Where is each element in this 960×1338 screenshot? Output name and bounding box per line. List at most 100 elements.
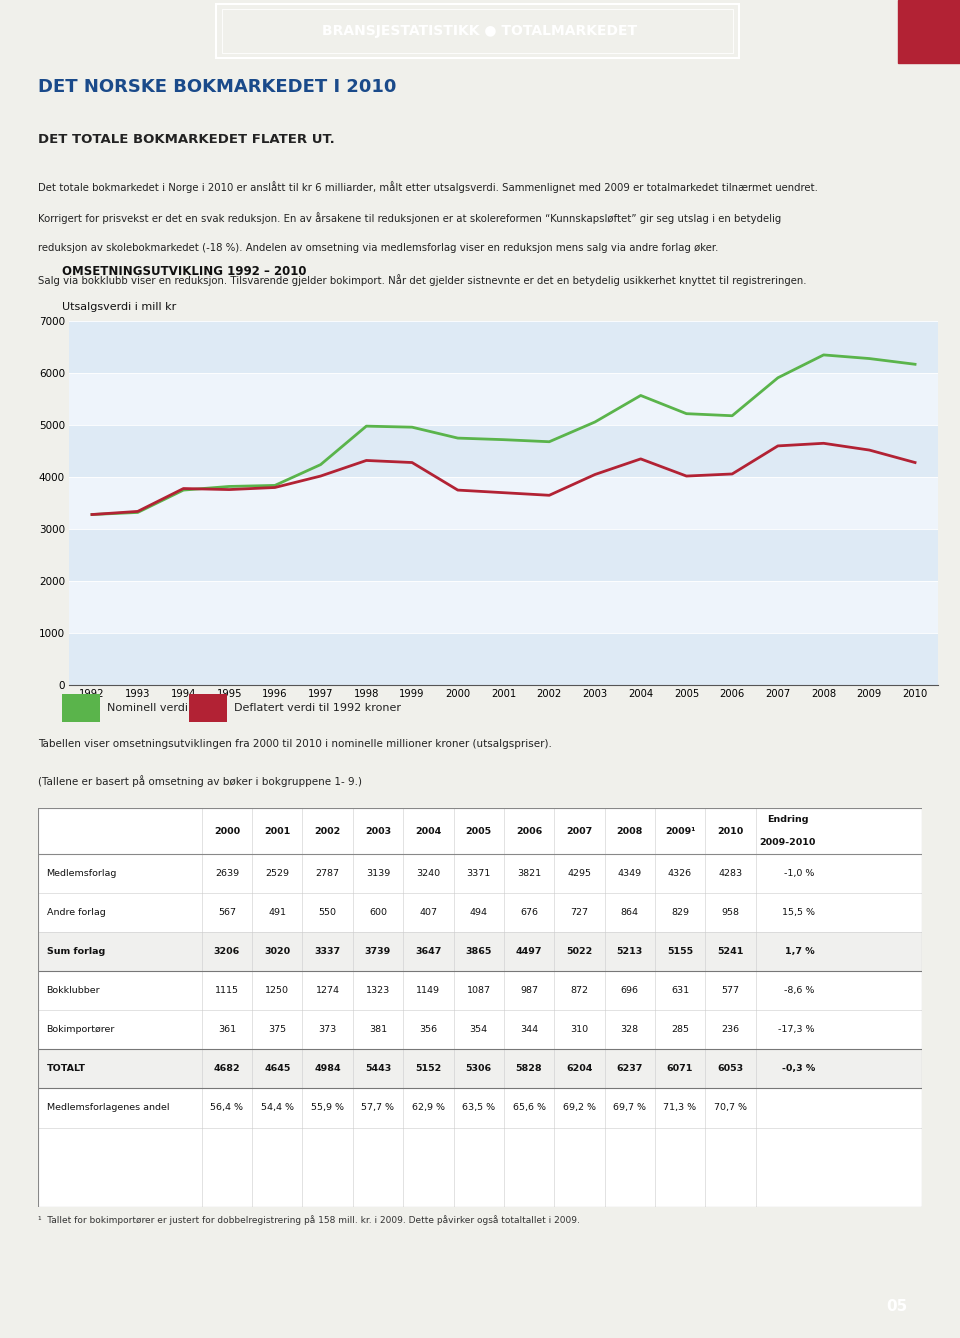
Text: 4283: 4283 [718, 870, 742, 878]
Bar [69, 321, 938, 373]
Text: 494: 494 [469, 909, 488, 917]
Text: 5306: 5306 [466, 1065, 492, 1073]
Text: 1250: 1250 [265, 986, 289, 995]
Text: 5152: 5152 [416, 1065, 442, 1073]
Text: 2009¹: 2009¹ [664, 827, 695, 835]
Text: 2787: 2787 [316, 870, 340, 878]
Text: ¹  Tallet for bokimportører er justert for dobbelregistrering på 158 mill. kr. i: ¹ Tallet for bokimportører er justert fo… [38, 1215, 580, 1226]
Text: 2001: 2001 [264, 827, 291, 835]
Text: 1087: 1087 [467, 986, 491, 995]
Text: 3739: 3739 [365, 947, 391, 957]
Bar [69, 425, 938, 478]
Text: Tabellen viser omsetningsutviklingen fra 2000 til 2010 i nominelle millioner kro: Tabellen viser omsetningsutviklingen fra… [38, 739, 552, 748]
Text: 285: 285 [671, 1025, 689, 1034]
Text: Salg via bokklubb viser en reduksjon. Tilsvarende gjelder bokimport. Når det gje: Salg via bokklubb viser en reduksjon. Ti… [38, 274, 807, 286]
Text: 3139: 3139 [366, 870, 390, 878]
Text: 3371: 3371 [467, 870, 491, 878]
Text: 4326: 4326 [668, 870, 692, 878]
Text: 69,7 %: 69,7 % [613, 1104, 646, 1112]
Text: 2639: 2639 [215, 870, 239, 878]
Bar [69, 581, 938, 633]
Text: 1,7 %: 1,7 % [785, 947, 815, 957]
Text: 6237: 6237 [616, 1065, 643, 1073]
Text: 354: 354 [469, 1025, 488, 1034]
Text: 3647: 3647 [415, 947, 442, 957]
Text: 15,5 %: 15,5 % [781, 909, 815, 917]
Text: 696: 696 [621, 986, 638, 995]
Text: 2004: 2004 [416, 827, 442, 835]
Text: 407: 407 [420, 909, 438, 917]
Text: 55,9 %: 55,9 % [311, 1104, 344, 1112]
Text: 3240: 3240 [417, 870, 441, 878]
Text: -8,6 %: -8,6 % [784, 986, 815, 995]
Text: 5443: 5443 [365, 1065, 391, 1073]
Text: 05: 05 [887, 1299, 908, 1314]
Text: Nominell verdi: Nominell verdi [108, 702, 188, 713]
Text: 6204: 6204 [566, 1065, 592, 1073]
Text: 4497: 4497 [516, 947, 542, 957]
Text: 2006: 2006 [516, 827, 542, 835]
Text: 236: 236 [721, 1025, 739, 1034]
Text: 6053: 6053 [717, 1065, 743, 1073]
Text: 5022: 5022 [566, 947, 592, 957]
Text: Bokklubber: Bokklubber [47, 986, 100, 995]
Text: 62,9 %: 62,9 % [412, 1104, 444, 1112]
Text: 3337: 3337 [315, 947, 341, 957]
Text: DET NORSKE BOKMARKEDET I 2010: DET NORSKE BOKMARKEDET I 2010 [38, 79, 396, 96]
Text: BRANSJESTATISTIKK ● TOTALMARKEDET: BRANSJESTATISTIKK ● TOTALMARKEDET [323, 24, 637, 39]
Text: Bokimportører: Bokimportører [47, 1025, 115, 1034]
Text: 2529: 2529 [265, 870, 289, 878]
Text: 71,3 %: 71,3 % [663, 1104, 697, 1112]
Text: 328: 328 [620, 1025, 638, 1034]
Text: 310: 310 [570, 1025, 588, 1034]
Text: Utsalgsverdi i mill kr: Utsalgsverdi i mill kr [62, 302, 177, 312]
Text: 577: 577 [721, 986, 739, 995]
Text: 2002: 2002 [315, 827, 341, 835]
Text: 631: 631 [671, 986, 689, 995]
Text: reduksjon av skolebokmarkedet (-18 %). Andelen av omsetning via medlemsforlag vi: reduksjon av skolebokmarkedet (-18 %). A… [38, 244, 719, 253]
Text: 2007: 2007 [566, 827, 592, 835]
Text: 2000: 2000 [214, 827, 240, 835]
Text: 1274: 1274 [316, 986, 340, 995]
Text: DET TOTALE BOKMARKEDET FLATER UT.: DET TOTALE BOKMARKEDET FLATER UT. [38, 132, 335, 146]
Text: 3821: 3821 [516, 870, 541, 878]
Text: 550: 550 [319, 909, 337, 917]
Text: 65,6 %: 65,6 % [513, 1104, 545, 1112]
Text: 373: 373 [319, 1025, 337, 1034]
Text: -0,3 %: -0,3 % [781, 1065, 815, 1073]
Text: 3206: 3206 [214, 947, 240, 957]
Bar [69, 373, 938, 425]
Text: 491: 491 [268, 909, 286, 917]
Text: 63,5 %: 63,5 % [462, 1104, 495, 1112]
Text: 5155: 5155 [667, 947, 693, 957]
Text: 600: 600 [369, 909, 387, 917]
Bar [62, 693, 100, 723]
Text: 5213: 5213 [616, 947, 643, 957]
Text: 829: 829 [671, 909, 689, 917]
Text: Medlemsforlag: Medlemsforlag [47, 870, 117, 878]
Text: Deflatert verdi til 1992 kroner: Deflatert verdi til 1992 kroner [234, 702, 401, 713]
Bar [69, 529, 938, 581]
Text: 676: 676 [520, 909, 538, 917]
Text: 5828: 5828 [516, 1065, 542, 1073]
Text: 2005: 2005 [466, 827, 492, 835]
Text: 1323: 1323 [366, 986, 390, 995]
Text: 1149: 1149 [417, 986, 441, 995]
Text: 4349: 4349 [617, 870, 642, 878]
Text: 375: 375 [268, 1025, 286, 1034]
Text: TOTALT: TOTALT [47, 1065, 85, 1073]
Text: 57,7 %: 57,7 % [362, 1104, 395, 1112]
Text: 2010: 2010 [717, 827, 743, 835]
Text: 2009-2010: 2009-2010 [759, 838, 816, 847]
Text: -1,0 %: -1,0 % [784, 870, 815, 878]
Text: Medlemsforlagenes andel: Medlemsforlagenes andel [47, 1104, 169, 1112]
Text: 987: 987 [520, 986, 538, 995]
Text: 2003: 2003 [365, 827, 391, 835]
Text: 2008: 2008 [616, 827, 643, 835]
Text: 958: 958 [721, 909, 739, 917]
Text: Andre forlag: Andre forlag [47, 909, 106, 917]
Bar [69, 633, 938, 685]
Bar [189, 693, 227, 723]
Text: OMSETNINGSUTVIKLING 1992 – 2010: OMSETNINGSUTVIKLING 1992 – 2010 [62, 265, 307, 278]
Text: Endring: Endring [767, 815, 808, 824]
